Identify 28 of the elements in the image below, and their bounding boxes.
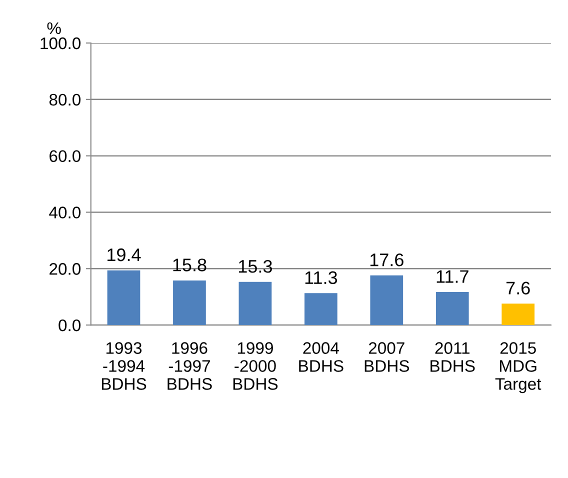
data-label: 17.6	[370, 253, 404, 266]
x-tick-label: 1993 -1994 BDHS	[102, 342, 146, 390]
data-label: 11.3	[305, 271, 338, 284]
bar	[436, 292, 469, 326]
x-tick-label: 2004 BDHS	[299, 342, 344, 372]
bar	[107, 270, 140, 326]
data-label: 15.8	[173, 258, 206, 272]
y-tick-label: 0.0	[58, 319, 81, 332]
data-label: 19.4	[108, 248, 141, 262]
x-tick-label: 2011 BDHS	[430, 342, 475, 372]
x-tick-label: 1996 -1997 BDHS	[168, 342, 212, 390]
bar	[370, 275, 404, 326]
bar	[304, 293, 338, 326]
data-label: 7.6	[506, 282, 530, 294]
y-tick-label: 60.0	[50, 150, 81, 162]
bar	[238, 282, 272, 326]
y-tick-label: 80.0	[49, 94, 81, 106]
y-tick-label: 20.0	[50, 263, 81, 275]
data-label: 15.3	[239, 260, 272, 273]
x-tick-label: 2015 MDG Target	[495, 342, 542, 394]
y-axis-title: %	[47, 22, 61, 34]
x-tick-label: 1999 -2000 BDHS	[233, 342, 278, 390]
y-tick-label: 40.0	[49, 206, 81, 218]
data-label: 11.7	[436, 270, 468, 283]
x-tick-label: 2007 BDHS	[364, 342, 410, 372]
bar	[173, 280, 206, 326]
bar	[502, 304, 535, 326]
y-tick-label: 100.0	[40, 37, 81, 50]
